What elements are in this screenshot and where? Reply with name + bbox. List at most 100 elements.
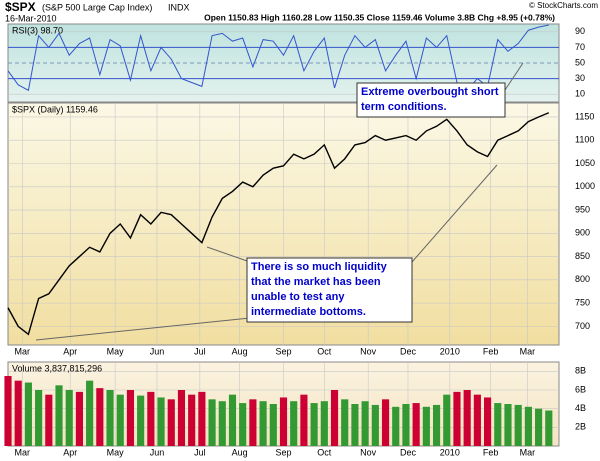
volume-bar [157,397,165,446]
annotation-text: that the market has been [251,276,381,288]
y-tick-label: 10 [575,89,585,99]
panel-legend: $SPX (Daily) 1159.46 [12,104,98,114]
x-tick-label: Feb [483,447,499,457]
x-tick-label: Sep [275,346,291,356]
volume-bar [300,394,308,446]
volume-bar [432,404,441,446]
volume-bar [453,391,461,446]
volume-bar [371,404,379,446]
volume-bar [75,391,83,446]
volume-bar [535,408,543,446]
x-tick-label: Jun [150,346,165,356]
x-tick-label: Mar [15,346,31,356]
volume-bar [412,403,420,446]
annotation-text: There is so much liquidity [251,261,388,273]
quote: Open 1150.83 High 1160.28 Low 1150.35 Cl… [204,12,555,22]
volume-bar [320,401,328,446]
series-line [7,112,550,336]
volume-bar [484,397,492,446]
volume-bar [147,391,155,446]
volume-bar [463,390,471,446]
callout-line [504,62,524,91]
volume-bar [96,388,104,446]
y-tick-label: 1100 [575,135,594,145]
x-tick-label: Dec [400,447,417,457]
volume-bar [361,401,369,446]
volume-bar [494,403,502,446]
volume-bar [279,397,288,446]
volume-bar [524,406,532,446]
volume-bar [330,390,339,446]
y-tick-label: 6B [575,384,586,394]
y-tick-label: 800 [575,274,590,284]
symbol: $SPX [5,0,36,14]
x-tick-label: Jun [150,447,165,457]
volume-bar [55,385,63,446]
x-tick-label: Oct [317,447,332,457]
x-tick-label: Jul [194,346,206,356]
y-tick-label: 8B [575,366,586,376]
volume-bar [167,399,175,446]
y-tick-label: 750 [575,297,590,307]
volume-bar [177,390,186,446]
x-tick-label: Sep [275,447,291,457]
volume-bar [259,401,267,446]
volume-bar [402,404,410,446]
volume-bar [45,394,53,446]
volume-bar [188,394,196,446]
y-tick-label: 50 [575,57,585,67]
callout-line [411,164,498,263]
x-tick-label: Nov [360,346,377,356]
volume-bar [24,382,32,446]
annotation: There is so much liquidity that the marke… [246,257,413,323]
x-tick-label: Apr [63,447,77,457]
annotation-text: term conditions. [361,101,447,113]
y-tick-label: 700 [575,321,590,331]
x-tick-label: Apr [63,346,77,356]
volume-bar [86,380,94,446]
volume-bar [239,403,247,446]
volume-bar [269,404,277,446]
volume-bar [35,390,43,446]
volume-bar [126,390,135,446]
annotation-text: Extreme overbought short [361,86,499,98]
y-tick-label: 2B [575,422,586,432]
annotation-text: unable to test any [251,291,345,303]
x-tick-label: Mar [520,346,536,356]
x-tick-label: Oct [317,346,332,356]
volume-bar [514,404,522,446]
x-tick-label: May [107,346,125,356]
panel-legend: Volume 3,837,815,296 [12,363,102,373]
volume-bar [473,394,481,446]
volume-bar [381,399,390,446]
index-name: (S&P 500 Large Cap Index) [42,2,152,12]
panel-legend: RSI(3) 98.70 [12,25,63,35]
volume-bar [4,376,12,446]
volume-bar [228,394,237,446]
volume-bar [137,395,145,446]
y-tick-label: 30 [575,73,585,83]
y-tick-label: 1050 [575,158,595,168]
annotation: Extreme overbought short term conditions. [356,82,506,118]
x-tick-label: 2010 [440,346,460,356]
y-tick-label: 70 [575,42,585,52]
y-tick-label: 4B [575,403,586,413]
annotation-box [356,82,506,118]
volume-bar [218,401,226,446]
annotation-text: intermediate bottoms. [251,306,366,318]
volume-bar [443,394,451,446]
credit: © StockCharts.com [529,1,598,10]
x-tick-label: 2010 [440,447,460,457]
volume-bar [341,399,349,446]
x-tick-label: May [107,447,125,457]
x-tick-label: Mar [520,447,536,457]
x-tick-label: Mar [15,447,31,457]
y-tick-label: 90 [575,26,585,36]
callout-line [35,317,251,341]
volume-bar [504,404,512,446]
volume-bar [392,406,400,446]
volume-bar [106,390,114,446]
x-tick-label: Dec [400,346,417,356]
annotation-box [246,257,413,323]
